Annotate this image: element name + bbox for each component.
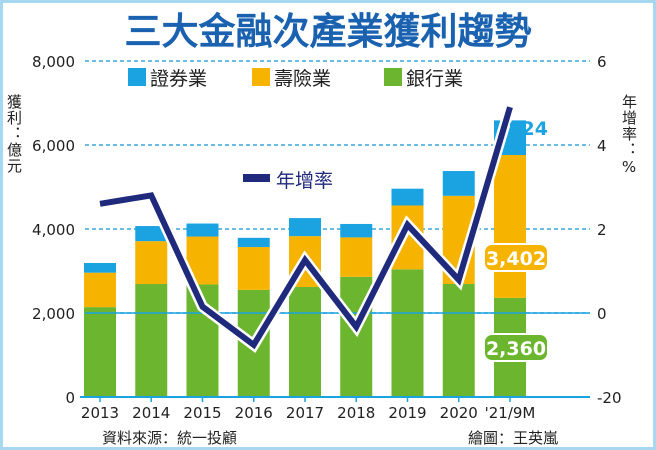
bar-壽險業 [84, 272, 116, 308]
bar-銀行業 [289, 286, 321, 397]
credit-note: 繪圖：王英嵐 [468, 429, 558, 447]
bar-證券業 [84, 263, 116, 273]
source-note: 資料來源：統一投顧 [102, 429, 237, 447]
bar-壽險業 [135, 241, 168, 285]
x-tick-label: 2015 [183, 404, 221, 422]
y-axis-label: 獲利：億元 [5, 94, 23, 174]
bar-證券業 [340, 223, 373, 238]
data-label-value: 3,402 [486, 248, 546, 270]
bar-證券業 [442, 171, 475, 196]
bar-證券業 [289, 218, 321, 237]
x-tick-label: 2018 [337, 404, 375, 422]
chart-title: 三大金融次產業獲利趨勢 [125, 10, 532, 53]
y2-axis-label: 年增率：% [620, 94, 638, 177]
y2-tick-label: 4 [597, 137, 607, 155]
x-tick-label: 2020 [440, 404, 478, 422]
bar-銀行業 [391, 269, 424, 397]
legend-label: 壽險業 [274, 68, 331, 90]
bar-銀行業 [84, 307, 116, 397]
y-tick-label: 8,000 [32, 53, 75, 71]
legend-swatch [384, 68, 402, 86]
data-label-bg [483, 243, 549, 272]
bar-證券業 [186, 223, 219, 237]
data-label-value: 2,360 [486, 338, 546, 360]
x-tick-label: 2016 [235, 404, 273, 422]
legend-label-line: 年增率 [276, 170, 333, 192]
legend-label: 證券業 [150, 68, 207, 90]
y-tick-label: 0 [65, 389, 75, 407]
x-tick-label: 2019 [388, 404, 426, 422]
bar-證券業 [391, 188, 424, 206]
y-tick-label: 6,000 [32, 137, 75, 155]
y2-tick-label: -20 [597, 389, 622, 407]
legend-swatch-line [243, 174, 270, 182]
y-tick-label: 4,000 [32, 221, 75, 239]
y-tick-label: 2,000 [32, 305, 75, 323]
legend-label: 銀行業 [406, 68, 463, 90]
legend-swatch [252, 68, 270, 86]
x-tick-label: 2013 [81, 404, 119, 422]
y2-tick-label: 2 [597, 221, 607, 239]
bar-銀行業 [135, 284, 168, 397]
x-tick-label: 2017 [286, 404, 324, 422]
bar-銀行業 [442, 284, 475, 397]
bar-壽險業 [340, 237, 373, 277]
x-tick-label: '21/9M [485, 404, 536, 422]
data-label-securities: 824 [508, 118, 548, 140]
y2-tick-label: 0 [597, 305, 607, 323]
bar-證券業 [135, 226, 168, 242]
bar-壽險業 [237, 247, 270, 290]
y2-tick-label: 6 [597, 53, 607, 71]
legend-swatch [128, 68, 146, 86]
data-label-bg [483, 333, 549, 362]
bar-壽險業 [494, 154, 526, 298]
x-tick-label: 2014 [132, 404, 170, 422]
bar-證券業 [237, 237, 270, 248]
